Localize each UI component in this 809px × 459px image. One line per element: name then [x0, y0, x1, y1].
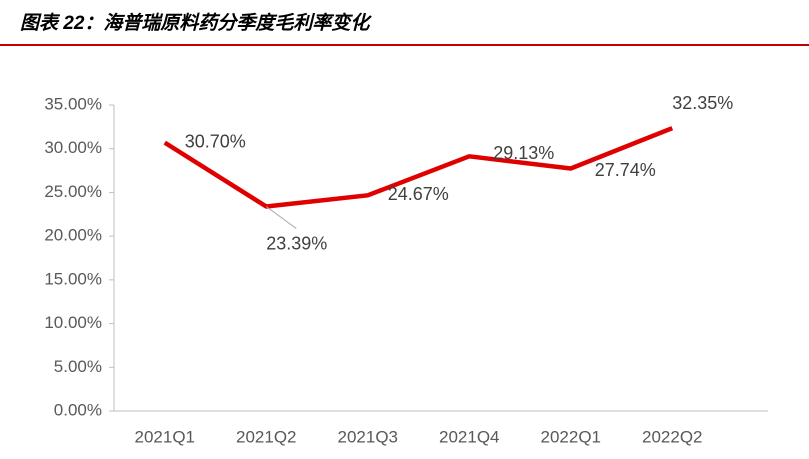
y-tick-label: 15.00%	[44, 269, 102, 288]
data-label: 23.39%	[266, 233, 327, 253]
data-label: 24.67%	[388, 184, 449, 204]
line-series	[163, 126, 674, 209]
x-tick-label: 2021Q3	[338, 427, 399, 446]
data-label: 32.35%	[672, 93, 733, 113]
x-tick-label: 2021Q1	[135, 427, 196, 446]
y-tick-label: 20.00%	[44, 226, 102, 245]
y-tick-label: 25.00%	[44, 182, 102, 201]
x-tick-label: 2021Q2	[236, 427, 297, 446]
y-tick-label: 35.00%	[44, 94, 102, 113]
y-tick-label: 10.00%	[44, 313, 102, 332]
chart-title: 图表 22：海普瑞原料药分季度毛利率变化	[20, 12, 372, 34]
x-tick-label: 2022Q2	[642, 427, 703, 446]
y-tick-label: 0.00%	[54, 400, 102, 419]
data-label: 27.74%	[595, 160, 656, 180]
y-tick-label: 30.00%	[44, 138, 102, 157]
data-label: 30.70%	[185, 131, 246, 151]
x-tick-label: 2022Q1	[541, 427, 602, 446]
x-tick-label: 2021Q4	[439, 427, 500, 446]
data-label: 29.13%	[493, 143, 554, 163]
y-tick-label: 5.00%	[54, 357, 102, 376]
leader-line	[265, 206, 297, 229]
